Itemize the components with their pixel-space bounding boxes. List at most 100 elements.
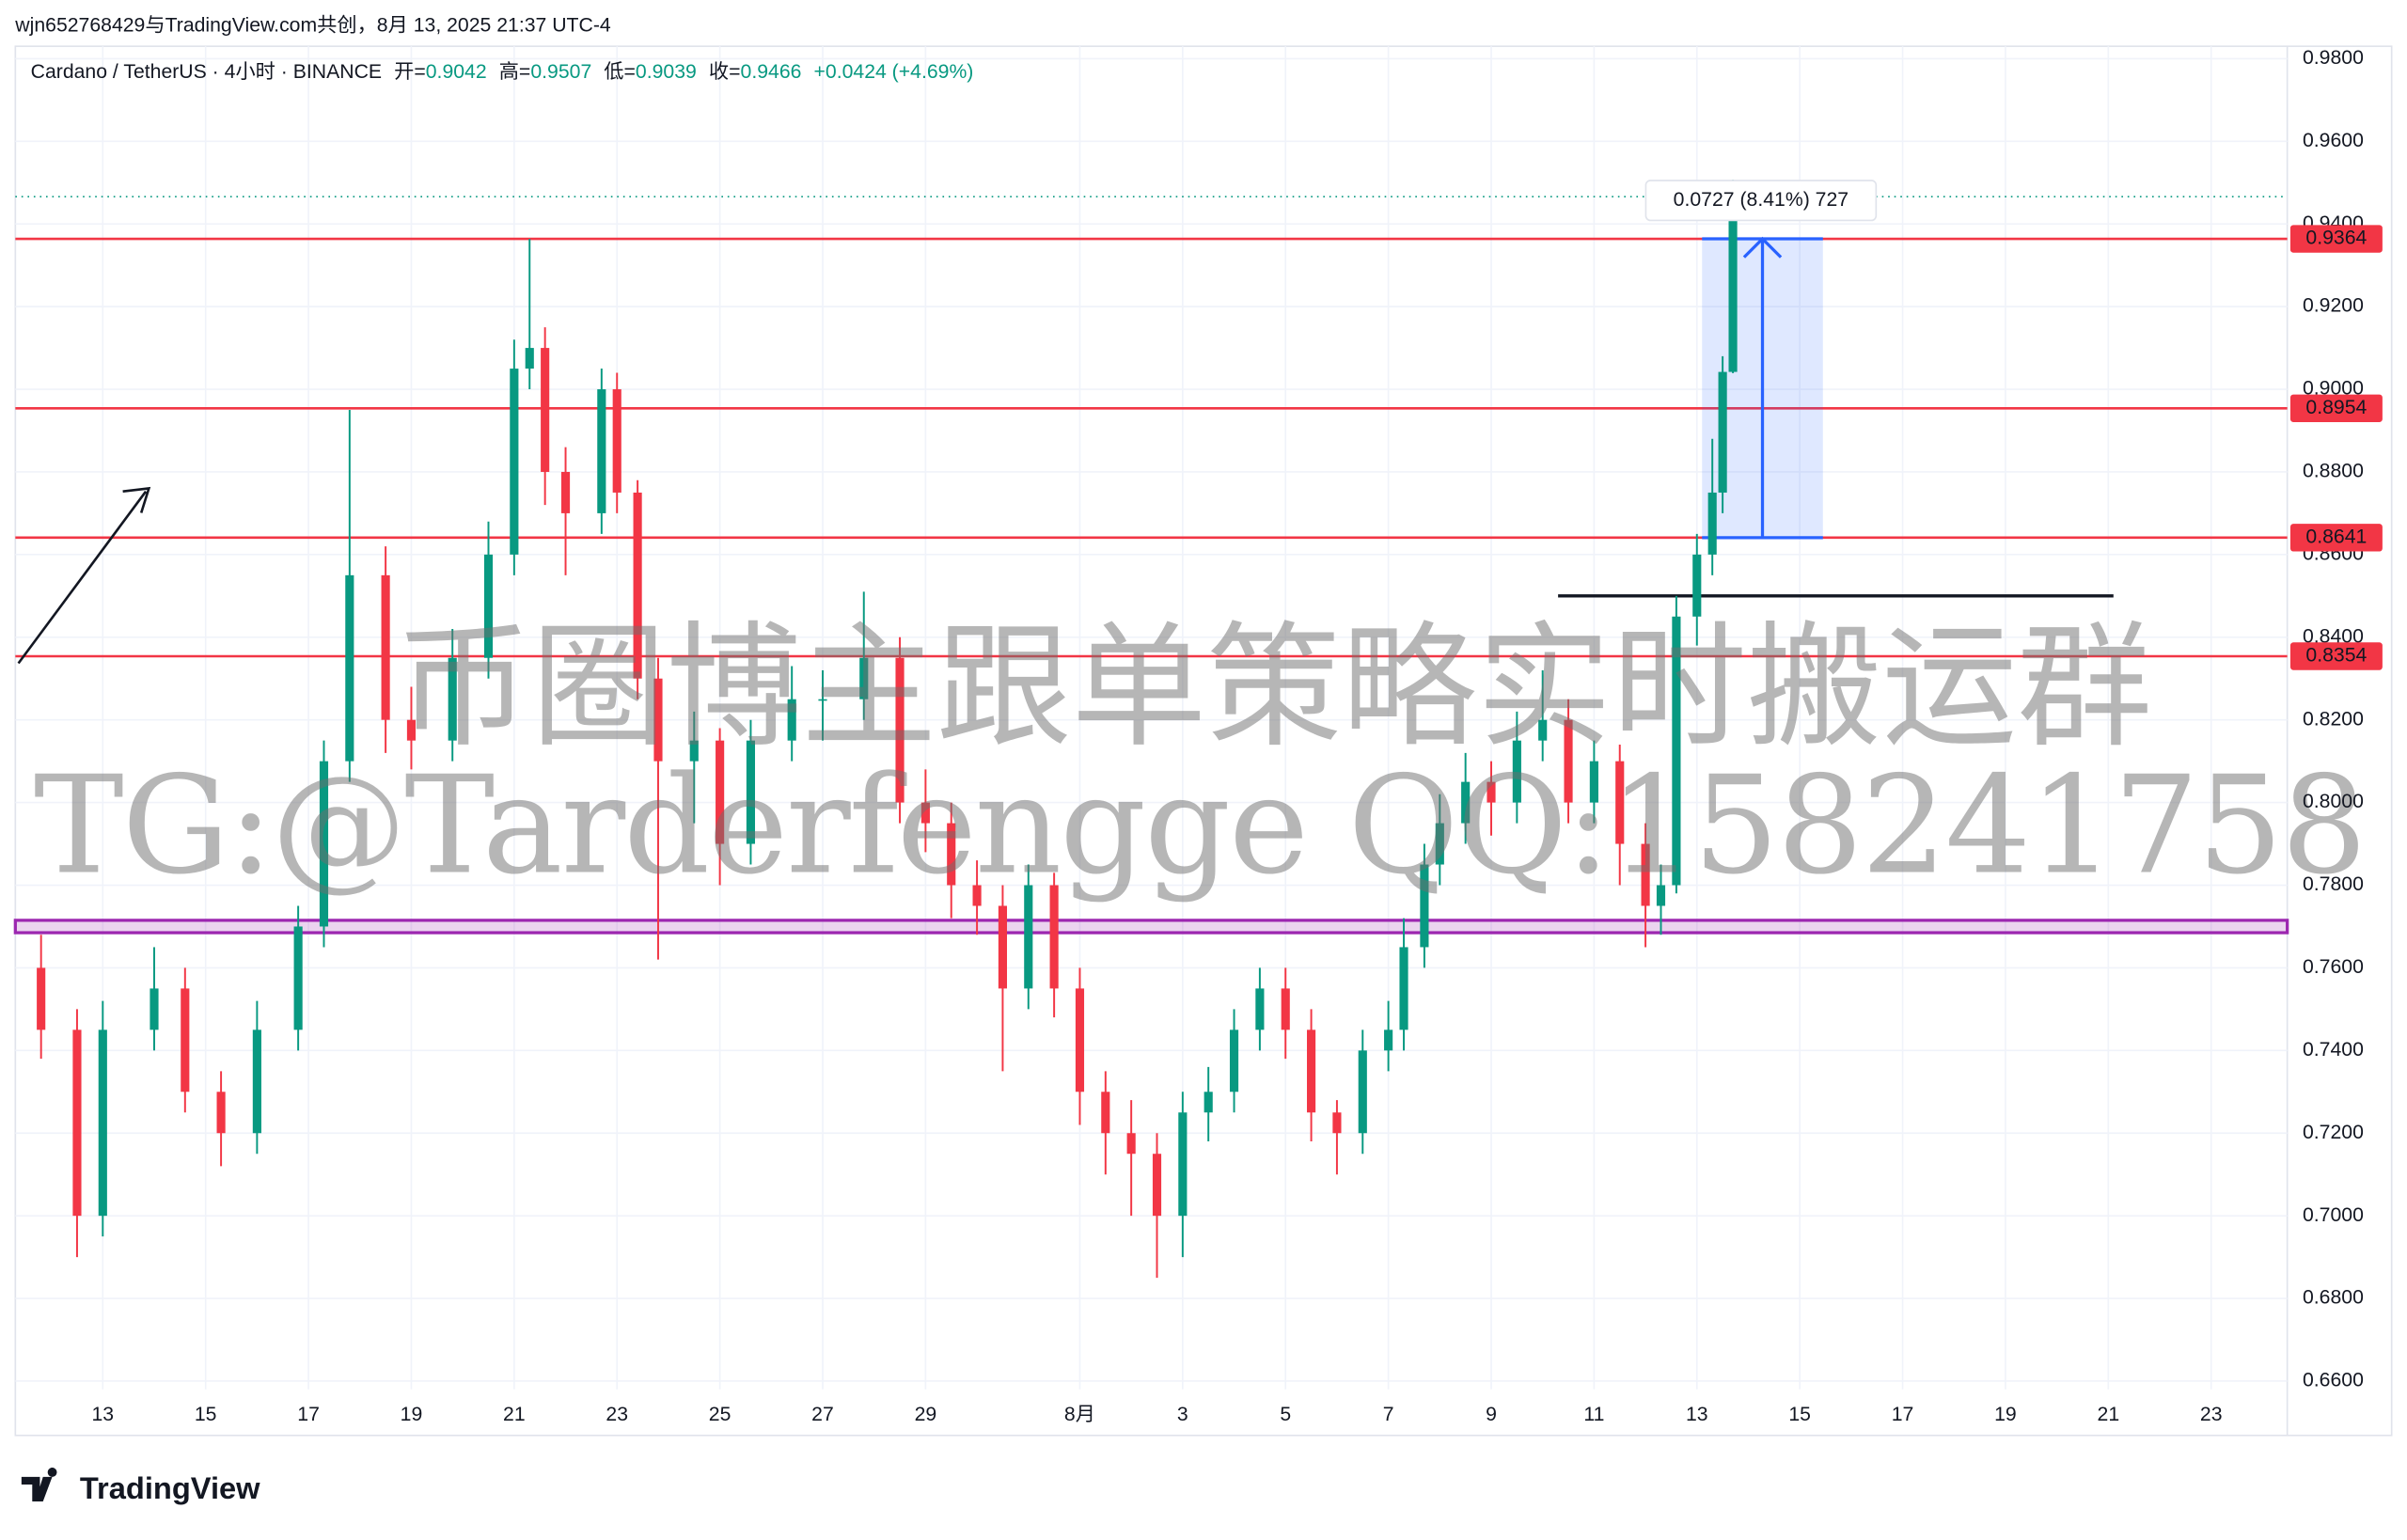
x-tick-label: 13 <box>1686 1404 1708 1425</box>
candle-body <box>1358 1050 1367 1134</box>
candle-body <box>345 574 354 762</box>
measure-label-box <box>1644 180 1878 222</box>
x-tick-label: 23 <box>2200 1404 2223 1425</box>
candle-body <box>653 678 663 762</box>
watermark-line: 币圈博主跟单策略实时搬运群 <box>396 609 2152 766</box>
candle-body <box>689 740 699 762</box>
change: +0.0424 (+4.69%) <box>814 61 974 83</box>
candle-body <box>406 719 417 741</box>
candle-body <box>612 389 621 493</box>
candle-body <box>895 657 905 803</box>
candle-body <box>448 657 457 741</box>
candle-body <box>483 554 494 658</box>
candle-body <box>98 1029 107 1217</box>
measure-arrow <box>1742 236 1783 538</box>
candle-body <box>1229 1029 1239 1092</box>
ohlc-label: 收= <box>709 60 741 83</box>
candle-body <box>1126 1133 1136 1155</box>
y-tick-label: 0.7000 <box>2303 1204 2364 1226</box>
x-tick-label: 17 <box>297 1404 320 1425</box>
x-tick-label: 15 <box>195 1404 217 1425</box>
candle-body <box>1435 823 1444 865</box>
x-tick-label: 13 <box>91 1404 114 1425</box>
candle-body <box>181 988 190 1092</box>
candle-body <box>1461 781 1471 824</box>
y-tick-label: 0.7800 <box>2303 873 2364 895</box>
drawn-arrow <box>17 486 151 665</box>
candles <box>37 180 1738 1279</box>
watermark-line: TG:@Tarderfengge QQ:158241758 <box>34 747 2368 904</box>
x-tick-label: 3 <box>1177 1404 1188 1425</box>
labels: 0.6600 0.6800 0.7000 0.7200 0.7400 0.7600 0.78… <box>91 47 2383 1425</box>
ohlc-value: 0.9507 <box>530 61 591 83</box>
y-tick-label: 0.6600 <box>2303 1370 2364 1391</box>
candle-body <box>1384 1029 1393 1051</box>
candle-body <box>633 492 642 679</box>
candle-body <box>998 905 1007 989</box>
ohlc-label: 低= <box>604 60 636 83</box>
candle-body <box>1204 1092 1213 1113</box>
x-tick-label: 7 <box>1383 1404 1394 1425</box>
x-tick-label: 21 <box>2098 1404 2120 1425</box>
candle-body <box>560 471 571 513</box>
candle-body <box>541 348 550 472</box>
measure-label: 0.0727 (8.41%) 727 <box>1674 189 1849 211</box>
y-tick-label: 0.9600 <box>2303 130 2364 151</box>
candle-body <box>510 369 519 555</box>
logo-mark <box>21 1468 57 1501</box>
x-tick-label: 15 <box>1788 1404 1811 1425</box>
candle-body <box>1718 371 1727 493</box>
candle-body <box>920 802 930 824</box>
y-tick-label: 0.9000 <box>2303 378 2364 400</box>
level-label: 0.8354 <box>2305 645 2367 667</box>
candle-body <box>1707 492 1717 555</box>
y-tick-label: 0.8200 <box>2303 708 2364 730</box>
level-label: 0.9364 <box>2305 228 2367 249</box>
candle-body <box>597 389 606 513</box>
candle-body <box>1641 843 1650 906</box>
level-label: 0.8641 <box>2305 526 2367 547</box>
candle-body <box>1589 761 1598 803</box>
candle-body <box>252 1029 261 1134</box>
x-tick-label: 8月 <box>1064 1404 1095 1425</box>
x-tick-label: 21 <box>503 1404 526 1425</box>
candle-body <box>787 699 796 741</box>
x-tick-label: 9 <box>1486 1404 1497 1425</box>
symbol-header: Cardano / TetherUS · 4小时 · BINANCE 开=0.90… <box>31 60 974 83</box>
candle-body <box>1178 1112 1188 1217</box>
brand-name: TradingView <box>80 1470 260 1505</box>
level-label-box <box>2289 394 2383 422</box>
x-tick-label: 25 <box>709 1404 732 1425</box>
candle-body <box>1399 947 1408 1030</box>
level-label-box <box>2289 642 2383 670</box>
candle-body <box>1692 554 1702 617</box>
y-tick-label: 0.7400 <box>2303 1039 2364 1061</box>
y-tick-label: 0.6800 <box>2303 1287 2364 1309</box>
candle-body <box>1420 864 1429 948</box>
chart-frame <box>14 45 2393 1437</box>
x-tick-label: 19 <box>1994 1404 2017 1425</box>
brand-logo: TradingView <box>21 1468 260 1505</box>
y-tick-label: 0.9200 <box>2303 295 2364 317</box>
ohlc-label: 开= <box>394 61 426 83</box>
zone <box>13 919 2289 935</box>
ohlc-value: 0.9039 <box>636 61 697 83</box>
candle-body <box>818 699 827 701</box>
ohlc-value: 0.9042 <box>426 61 487 83</box>
candle-body <box>149 988 159 1030</box>
candle-body <box>1512 740 1521 803</box>
candle-body <box>1075 988 1085 1092</box>
level-label-box <box>2289 225 2383 253</box>
credit: wjn652768429与TradingView.com共创，8月 13, 20… <box>14 14 611 37</box>
x-tick-label: 17 <box>1892 1404 1914 1425</box>
ohlc-label: 高= <box>499 60 531 83</box>
y-tick-label: 0.9800 <box>2303 47 2364 69</box>
candle-body <box>1281 988 1290 1030</box>
candle-body <box>216 1092 226 1134</box>
candle-body <box>716 740 725 844</box>
candle-body <box>1728 196 1738 372</box>
level-label: 0.8954 <box>2305 397 2367 418</box>
x-tick-label: 27 <box>811 1404 834 1425</box>
